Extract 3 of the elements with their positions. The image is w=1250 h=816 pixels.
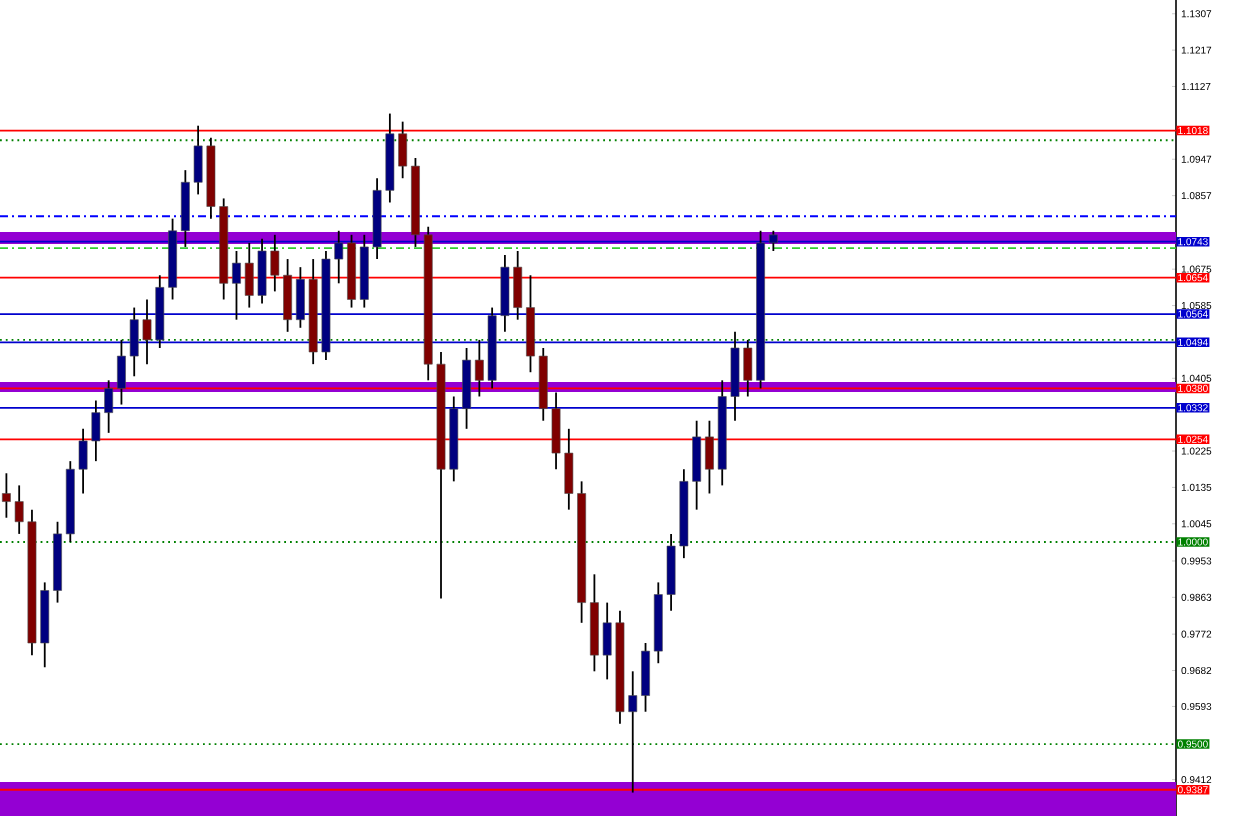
candlestick — [232, 250, 241, 321]
candlestick — [641, 642, 650, 713]
candlestick — [768, 229, 778, 252]
